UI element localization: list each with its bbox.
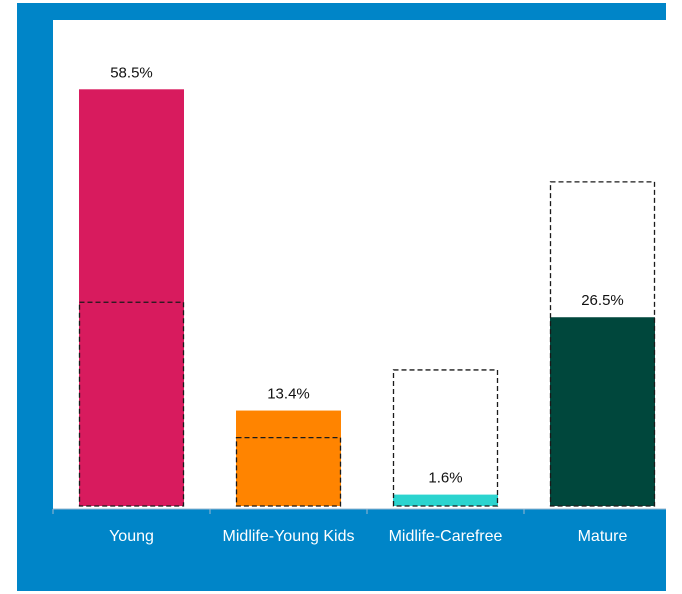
bar-0 <box>79 89 184 507</box>
comparison-outline-3 <box>549 181 656 507</box>
comparison-outline-0 <box>78 301 185 507</box>
bar-chart: 58.5% 13.4% 1.6% 26.5% <box>52 64 666 514</box>
bar-3 <box>550 317 655 506</box>
chart-frame: 58.5% 13.4% 1.6% 26.5% Young Midlife-Young K… <box>17 3 681 591</box>
category-label-0: Young <box>109 528 154 545</box>
value-label-1: 13.4% <box>267 386 310 403</box>
comparison-outline-1 <box>235 436 342 507</box>
value-label-2: 1.6% <box>428 470 462 487</box>
category-label-2: Midlife-Carefree <box>388 528 503 545</box>
bar-2 <box>393 494 498 506</box>
category-label-3: Mature <box>577 528 628 545</box>
bar-1 <box>236 410 341 506</box>
category-label-1: Midlife-Young Kids <box>222 528 355 545</box>
value-label-3: 26.5% <box>581 292 624 309</box>
comparison-outline-2 <box>392 369 499 507</box>
value-label-0: 58.5% <box>110 64 153 81</box>
